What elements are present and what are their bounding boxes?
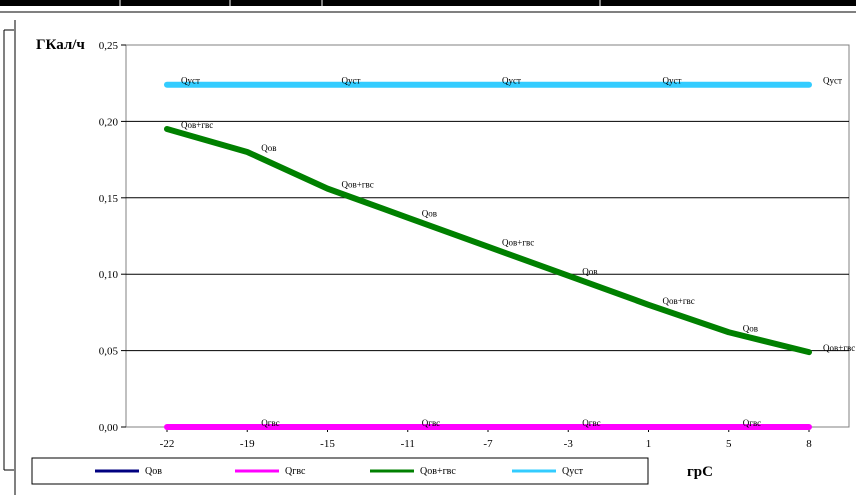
y-tick-label: 0,05 <box>99 346 119 358</box>
data-point <box>567 274 570 277</box>
x-tick-label: 5 <box>726 438 732 450</box>
data-label: Qгвс <box>582 418 600 428</box>
data-label: Qуст <box>823 76 842 86</box>
plot-area <box>125 44 850 428</box>
legend-label: Qуст <box>562 466 584 477</box>
data-point <box>406 425 409 429</box>
data-point <box>807 83 811 86</box>
data-point <box>406 83 409 86</box>
data-label: Qов+гвс <box>663 296 695 306</box>
y-axis-title: ГКал/ч <box>36 37 85 53</box>
data-labels: Qгвс Qгвс Qгвс Qгвс Qов+гвс Qов Qов+гвс Qов Qов+… <box>181 76 855 428</box>
data-point <box>567 425 570 429</box>
data-label: Qуст <box>502 76 521 86</box>
data-label: Qуст <box>342 76 361 86</box>
plot-border <box>125 44 850 428</box>
data-point <box>647 303 650 306</box>
x-tick-label: -19 <box>240 438 255 450</box>
series-layer <box>164 81 812 430</box>
x-tick-label: -11 <box>401 438 415 450</box>
data-point <box>246 425 249 429</box>
x-tick-label: -22 <box>160 438 175 450</box>
data-point <box>486 245 490 248</box>
y-tick-label: 0,15 <box>99 193 119 205</box>
data-point <box>165 425 169 429</box>
data-point <box>727 331 730 334</box>
data-point <box>165 127 169 131</box>
legend-label: Qгвс <box>285 466 306 477</box>
legend-label: Qов+гвс <box>420 466 456 477</box>
data-point <box>326 83 329 86</box>
data-point <box>807 350 811 354</box>
data-point <box>406 216 409 219</box>
x-axis: -22 -19 -15 -11 -7 -3 1 5 8 <box>160 427 812 450</box>
data-point <box>727 83 730 86</box>
data-label: Qов <box>743 323 758 333</box>
x-tick-label: -3 <box>564 438 574 450</box>
x-tick-label: 8 <box>806 438 812 450</box>
data-label: Qуст <box>181 76 200 86</box>
data-label: Qов+гвс <box>502 238 534 248</box>
data-point <box>486 425 490 429</box>
x-tick-label: 1 <box>646 438 652 450</box>
data-label: Qов <box>261 143 276 153</box>
data-label: Qов <box>582 267 597 277</box>
data-point <box>246 150 249 154</box>
x-tick-label: -7 <box>483 438 493 450</box>
y-tick-label: 0,20 <box>99 116 119 128</box>
data-label: Qов <box>422 209 437 219</box>
data-point <box>165 83 169 86</box>
data-point <box>807 425 811 429</box>
y-axis: ГКал/ч 0,00 0,05 0,10 0,15 0,20 0,25 <box>36 37 126 434</box>
table-remnant <box>0 0 856 6</box>
data-point <box>567 83 570 86</box>
y-tick-label: 0,10 <box>99 269 119 281</box>
y-tick-label: 0,25 <box>99 40 119 52</box>
x-axis-title: грС <box>687 464 713 480</box>
data-label: Qуст <box>663 76 682 86</box>
data-label: Qов+гвс <box>342 180 374 190</box>
data-label: Qгвс <box>743 418 761 428</box>
x-tick-label: -15 <box>320 438 335 450</box>
data-label: Qгвс <box>422 418 440 428</box>
data-point <box>647 425 650 429</box>
gridlines <box>126 120 849 352</box>
data-point <box>246 83 249 86</box>
data-label: Qгвс <box>261 418 279 428</box>
data-point <box>326 187 329 190</box>
legend-label: Qов <box>145 466 162 477</box>
data-point <box>647 83 650 86</box>
data-point <box>326 425 329 429</box>
data-point <box>486 83 490 86</box>
data-point <box>727 425 730 429</box>
data-label: Qов+гвс <box>181 120 213 130</box>
series-line-2 <box>164 126 812 356</box>
y-tick-label: 0,00 <box>99 422 119 434</box>
table-bottom-border <box>0 0 856 6</box>
data-label: Qов+гвс <box>823 343 855 353</box>
legend: Qов Qгвс Qов+гвс Qуст <box>31 457 649 485</box>
